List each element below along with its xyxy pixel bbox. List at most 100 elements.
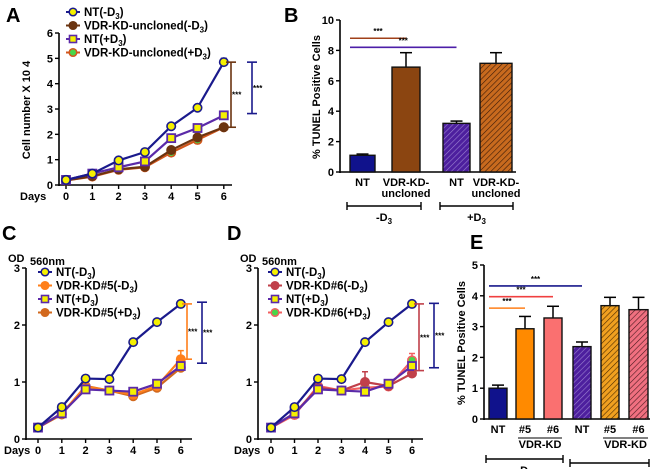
significance-label: *** — [516, 286, 526, 295]
x-tick-label: 5 — [194, 191, 200, 203]
legend-marker — [68, 7, 78, 17]
category-label: #5 — [604, 424, 616, 436]
x-tick-label: 6 — [409, 445, 415, 457]
legend-marker — [40, 280, 50, 291]
data-point — [336, 374, 347, 385]
data-point — [139, 147, 150, 158]
data-point — [218, 110, 229, 121]
y-tick-label: 8 — [328, 45, 334, 57]
y-tick-label: 2 — [47, 129, 53, 141]
data-point — [166, 121, 177, 132]
data-point — [32, 422, 43, 433]
y-tick-label: 3 — [47, 104, 53, 116]
significance-label: *** — [203, 329, 213, 338]
data-point — [359, 376, 370, 387]
panel-label: A — [6, 5, 20, 27]
legend-label: VDR-KD-uncloned(-D3) — [84, 21, 208, 35]
data-point — [152, 317, 163, 328]
data-point — [383, 317, 394, 328]
bar — [488, 387, 508, 420]
legend-label: VDR-KD#6(-D3) — [286, 281, 368, 295]
bar — [572, 345, 592, 420]
bar — [515, 328, 535, 420]
data-point — [104, 385, 115, 396]
legend-label: NT(-D3) — [84, 7, 124, 21]
x-tick-label: 0 — [35, 445, 41, 457]
y-tick-label: 5 — [472, 260, 478, 272]
x-tick-label: 1 — [89, 191, 95, 203]
data-point — [152, 378, 162, 389]
y-tick-label: 1 — [47, 155, 53, 167]
y-axis-label: Cell number X 10 4 — [21, 60, 33, 159]
legend-marker — [68, 34, 78, 44]
legend-label: VDR-KD#6(+D3) — [286, 308, 371, 322]
legend-marker — [270, 294, 280, 304]
subgroup-label: VDR-KD — [604, 439, 647, 451]
significance-label: *** — [253, 84, 263, 93]
significance-label: *** — [373, 27, 383, 36]
y-tick-label: 6 — [328, 76, 334, 88]
x-tick-label: 2 — [315, 445, 321, 457]
x-tick-label: 1 — [291, 445, 297, 457]
y-tick-label: 3 — [246, 263, 252, 275]
category-label: uncloned — [382, 188, 431, 200]
x-tick-label: 4 — [168, 191, 175, 203]
data-point — [166, 145, 177, 156]
y-tick-label: 0 — [246, 434, 252, 446]
category-label: #6 — [547, 424, 559, 436]
data-point — [192, 102, 203, 113]
group-label: -D3 — [516, 465, 533, 469]
y-tick-label: 4 — [328, 106, 335, 118]
legend-label: NT(-D3) — [56, 267, 96, 281]
category-label: #5 — [519, 424, 531, 436]
y-tick-label: 1 — [472, 383, 478, 395]
x-tick-label: 2 — [116, 191, 122, 203]
y-tick-label: 0 — [47, 180, 53, 192]
x-tick-label: 6 — [221, 191, 227, 203]
y-tick-label: 0 — [328, 167, 334, 179]
category-label: NT — [575, 424, 590, 436]
x-tick-label: 5 — [385, 445, 391, 457]
data-point — [192, 123, 203, 133]
legend-marker — [40, 307, 50, 318]
category-label: NT — [449, 177, 464, 189]
x-tick-label: 3 — [142, 191, 148, 203]
y-axis-label-sub: 560nm — [262, 256, 297, 268]
panel-b: B 0 2 4 6 8 10 % TUNEL Positive Cells NT VDR-KD-u… — [284, 5, 520, 226]
group-label: -D3 — [376, 212, 393, 226]
data-point — [313, 384, 323, 395]
legend-marker — [68, 47, 78, 58]
x-tick-label: 1 — [59, 445, 65, 457]
y-tick-label: 2 — [14, 320, 20, 332]
y-axis-label: % TUNEL Positive Cells — [311, 35, 323, 159]
data-point — [265, 422, 276, 433]
legend-label: NT(-D3) — [286, 267, 326, 281]
x-tick-label: 4 — [362, 445, 369, 457]
panel-label: B — [284, 5, 298, 27]
significance-label: *** — [531, 275, 541, 284]
group-label: +D3 — [467, 212, 486, 226]
y-tick-label: 0 — [472, 414, 478, 426]
category-label: NT — [491, 424, 506, 436]
y-tick-label: 5 — [47, 53, 53, 65]
category-label: VDR-KD- — [473, 177, 520, 189]
y-tick-label: 2 — [472, 352, 478, 364]
significance-label: *** — [188, 328, 198, 337]
data-point — [80, 373, 91, 384]
y-tick-label: 0 — [14, 434, 20, 446]
legend-marker — [270, 280, 280, 291]
x-axis-label: Days — [4, 445, 30, 457]
category-label: uncloned — [472, 188, 521, 200]
legend-label: NT(+D3) — [84, 34, 127, 48]
data-point — [80, 384, 91, 395]
data-point — [113, 155, 124, 166]
y-tick-label: 3 — [14, 263, 20, 275]
legend-marker — [270, 307, 280, 318]
y-tick-label: 10 — [322, 15, 334, 27]
category-label: #6 — [632, 424, 644, 436]
bar — [543, 317, 563, 420]
legend-marker — [68, 20, 78, 31]
panel-label: D — [227, 223, 241, 245]
